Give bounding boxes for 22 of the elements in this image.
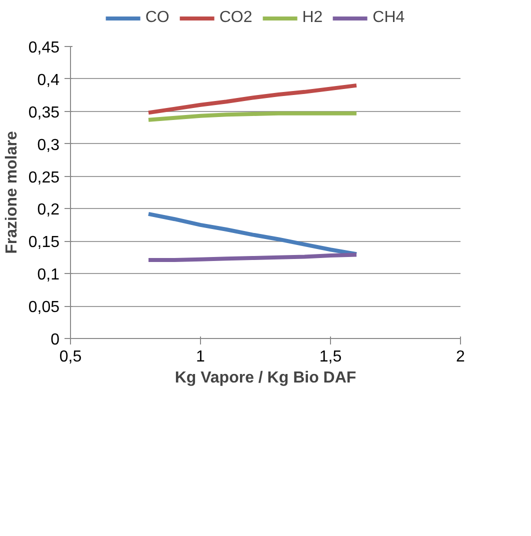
line-series — [146, 111, 358, 122]
x-tick-label: 0,5 — [59, 348, 82, 366]
y-axis-title: Frazione molare — [3, 131, 20, 254]
y-tick-label: 0,2 — [37, 202, 60, 219]
legend-label: CO — [145, 9, 170, 27]
y-tick-label: 0,35 — [28, 104, 60, 122]
y-tick-label: 0,4 — [37, 72, 60, 89]
x-tick-label: 1,5 — [319, 348, 342, 366]
legend-label: CH4 — [372, 9, 405, 27]
legend-label: H2 — [302, 9, 323, 27]
y-tick-label: 0,15 — [28, 234, 60, 252]
line-series — [146, 83, 358, 115]
x-axis-title: Kg Vapore / Kg Bio DAF — [174, 370, 356, 386]
y-tick-label: 0,45 — [28, 40, 60, 56]
y-tick-label: 0,1 — [37, 266, 60, 284]
y-tick-label: 0,25 — [28, 169, 60, 186]
legend-label: CO2 — [219, 9, 252, 27]
x-tick-label: 1 — [196, 348, 206, 366]
y-tick-label: 0,3 — [37, 136, 60, 154]
y-tick-label: 0 — [50, 332, 60, 348]
x-tick-label: 2 — [456, 348, 466, 366]
y-tick-label: 0,05 — [28, 299, 60, 316]
